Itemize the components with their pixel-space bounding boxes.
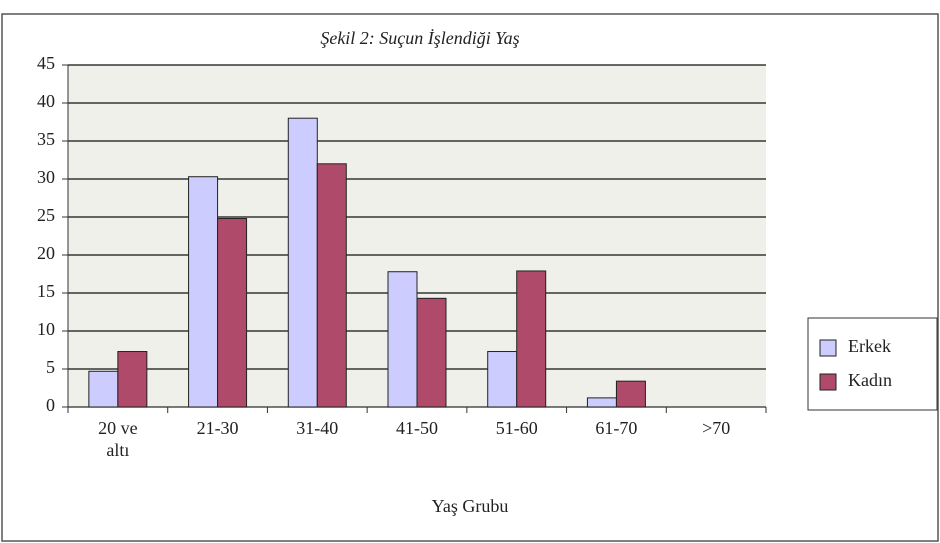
x-tick-label-box: 51-60	[495, 418, 538, 438]
x-tick-label: 31-40	[296, 418, 339, 438]
y-tick-label: 40	[37, 91, 55, 111]
bar	[287, 117, 318, 408]
y-tick-label: 25	[37, 205, 55, 225]
x-tick-label: >70	[702, 418, 731, 438]
legend-swatch	[819, 339, 837, 357]
y-tick-label: 15	[37, 281, 55, 301]
y-tick-label: 5	[46, 357, 55, 377]
x-tick-label: 61-70	[595, 418, 638, 438]
y-tick-label: 30	[37, 167, 55, 187]
y-tick-label: 0	[46, 395, 55, 415]
bar	[188, 176, 219, 408]
bar	[316, 163, 347, 408]
bar	[217, 218, 248, 408]
x-tick-label-box: 20 ve altı	[98, 418, 138, 460]
x-tick-label: 20 ve altı	[98, 418, 138, 460]
bar	[487, 351, 518, 408]
x-tick-label: 21-30	[196, 418, 239, 438]
y-tick-label: 35	[37, 129, 55, 149]
x-tick-label-box: 21-30	[196, 418, 239, 438]
y-tick-label: 20	[37, 243, 55, 263]
x-tick-label-box: >70	[702, 418, 731, 438]
legend-label: Erkek	[848, 336, 891, 356]
x-tick-label: 51-60	[495, 418, 538, 438]
y-tick-label: 45	[37, 53, 55, 73]
x-tick-label: 41-50	[396, 418, 438, 438]
x-tick-label-box: 41-50	[396, 418, 438, 438]
bar	[117, 351, 148, 408]
chart-title: Şekil 2: Suçun İşlendiği Yaş	[320, 28, 519, 48]
bar	[586, 397, 617, 408]
bar	[387, 271, 418, 408]
bar	[416, 297, 447, 408]
legend-label: Kadın	[848, 370, 892, 390]
x-axis-label: Yaş Grubu	[432, 496, 509, 516]
bar	[615, 380, 646, 408]
bar	[88, 370, 119, 408]
bar	[516, 270, 547, 408]
legend-swatch	[819, 373, 837, 391]
y-tick-label: 10	[37, 319, 55, 339]
legend-box	[807, 317, 938, 411]
x-tick-label-box: 61-70	[595, 418, 638, 438]
x-tick-label-box: 31-40	[296, 418, 339, 438]
